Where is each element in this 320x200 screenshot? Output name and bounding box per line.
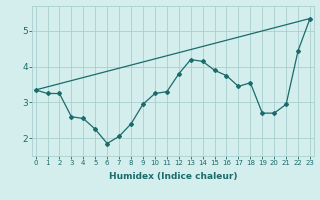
X-axis label: Humidex (Indice chaleur): Humidex (Indice chaleur) (108, 172, 237, 181)
